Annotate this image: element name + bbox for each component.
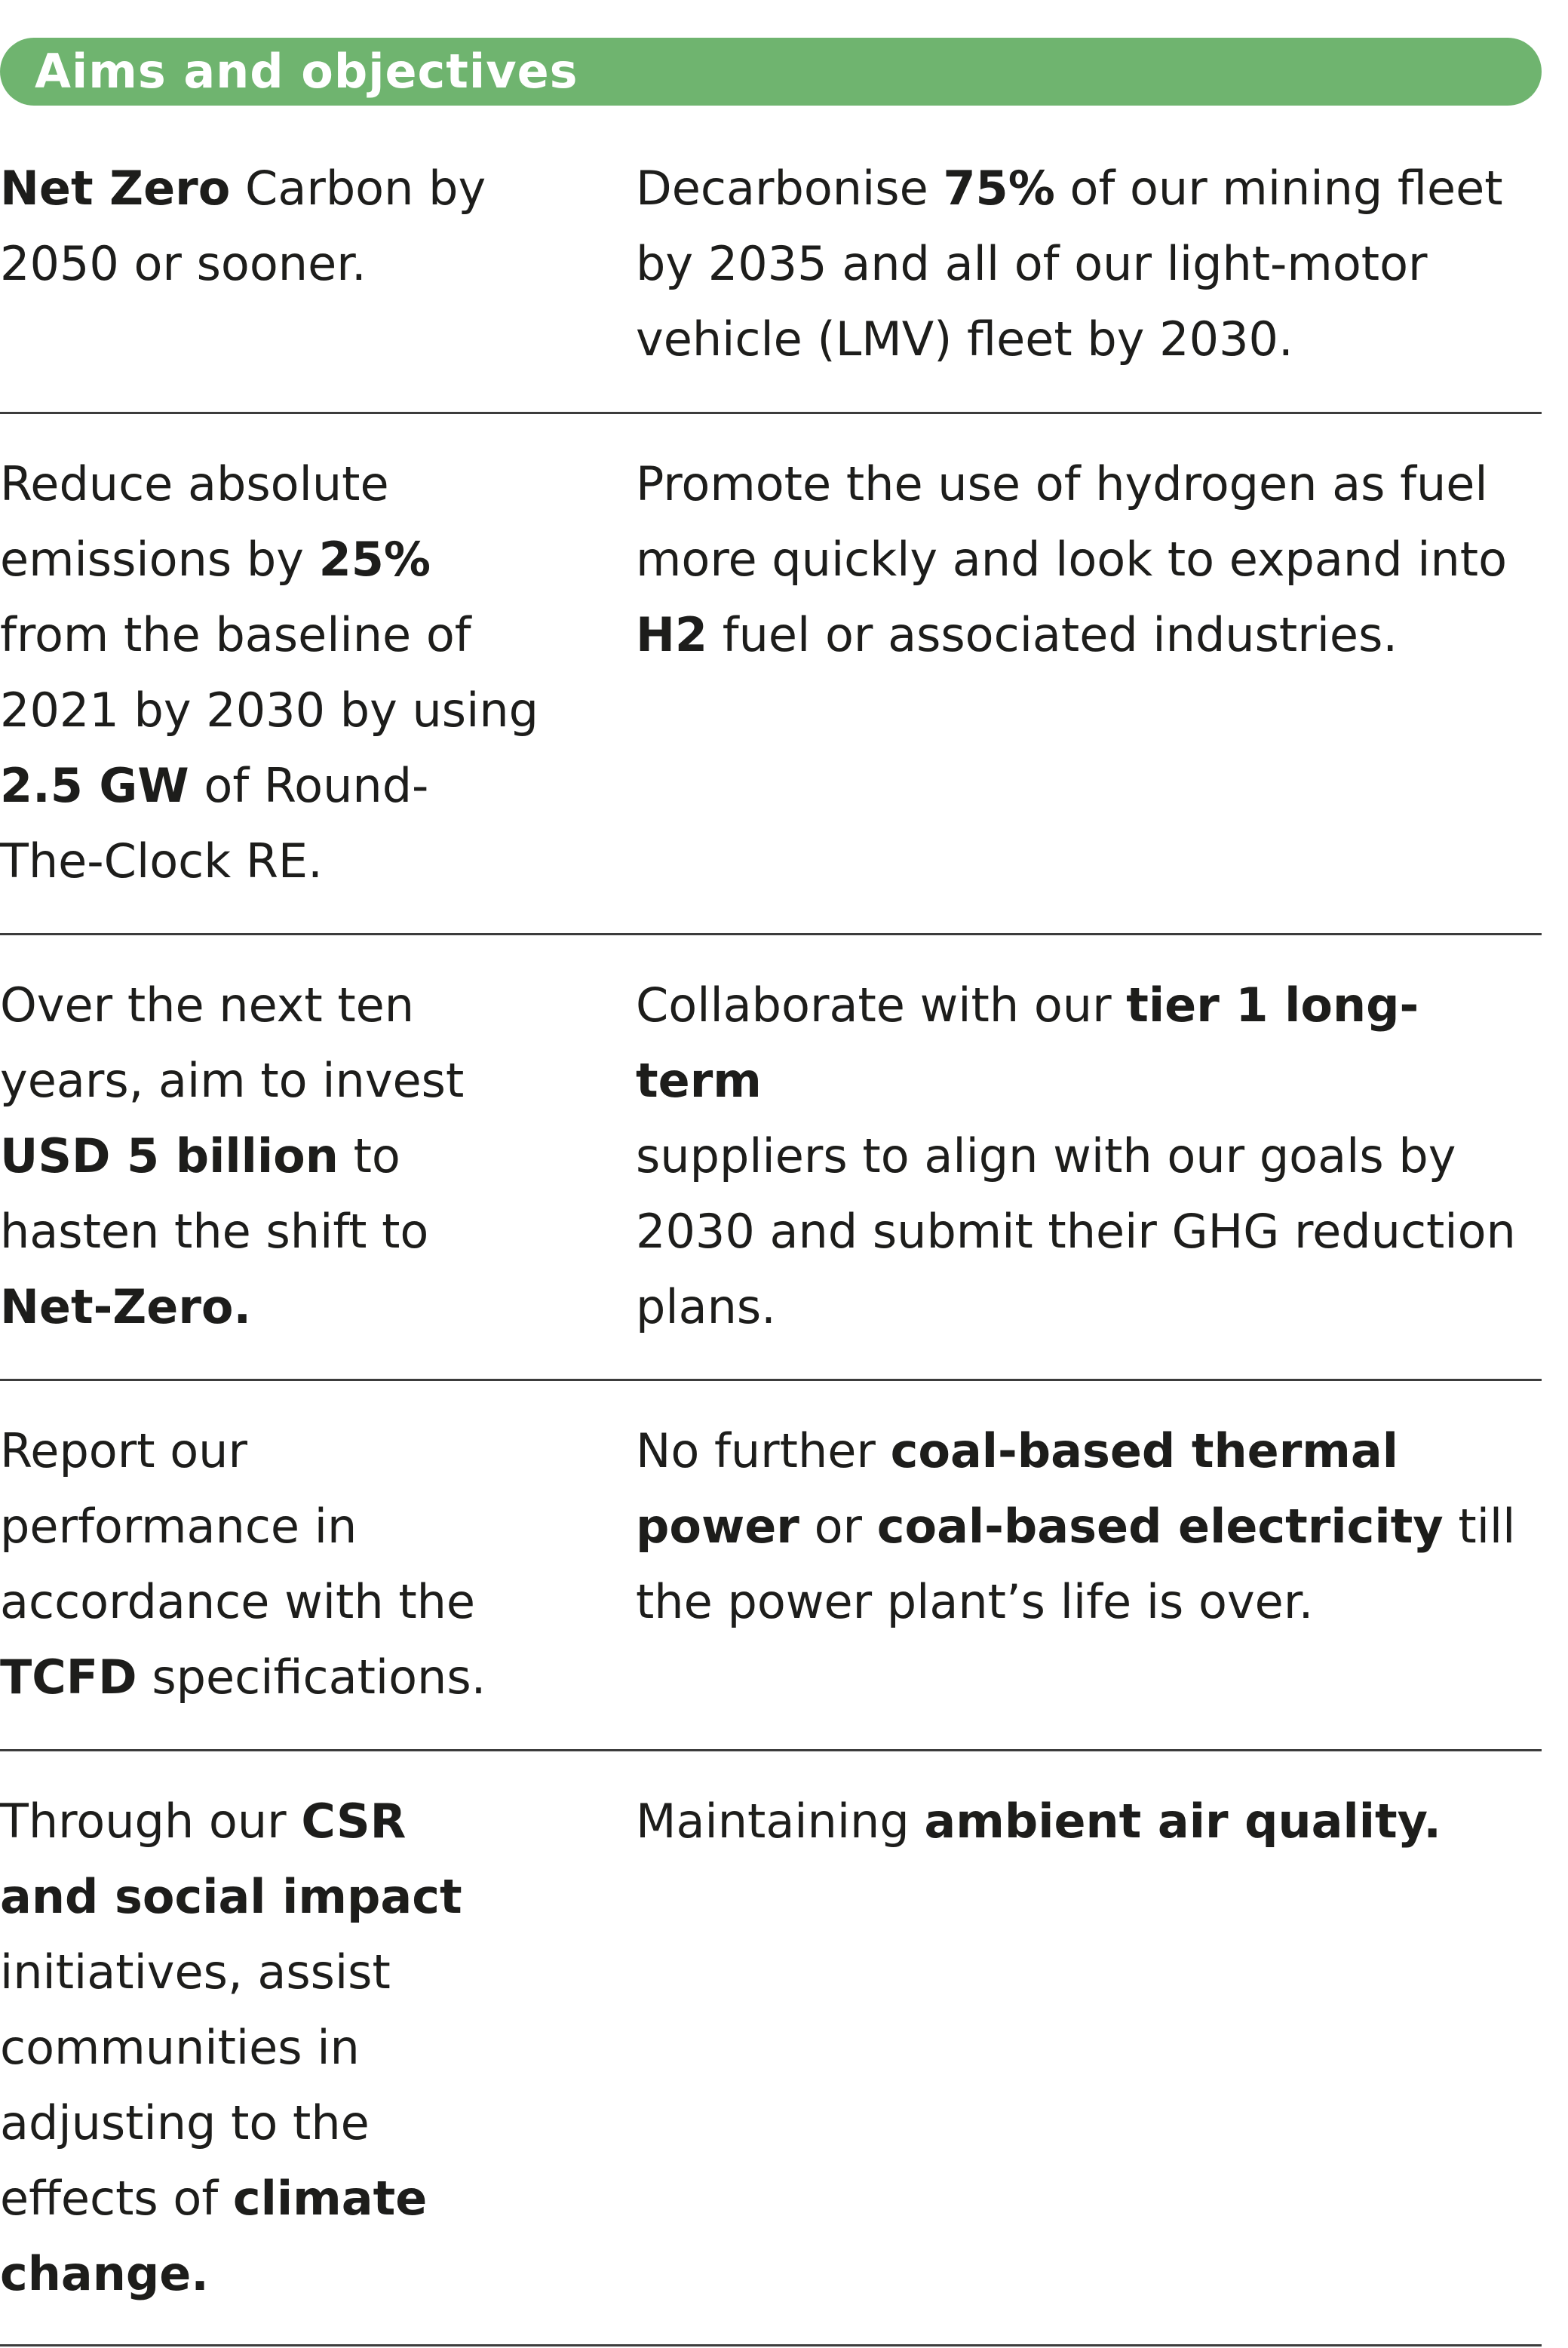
body-text: No further <box>636 1423 891 1478</box>
body-text: Collaborate with our <box>636 978 1127 1033</box>
body-text: to <box>338 1128 400 1183</box>
emphasis-text: H2 <box>636 607 708 662</box>
row-divider <box>0 933 1542 935</box>
emphasis-text: 2.5 GW <box>0 758 189 813</box>
objective-left-text: Over the next ten years, aim to invest USD… <box>0 968 573 1345</box>
emphasis-text: power <box>636 1499 799 1554</box>
body-text: 2050 or sooner. <box>0 236 367 291</box>
body-text: 2030 and submit their GHG reduction <box>636 1204 1516 1259</box>
emphasis-text: change. <box>0 2246 209 2301</box>
objective-left-text: Through our CSR and social impact initiati… <box>0 1784 573 2312</box>
emphasis-text: Net-Zero. <box>0 1279 252 1334</box>
row-divider <box>0 1749 1542 1751</box>
body-text: vehicle (LMV) fleet by 2030. <box>636 312 1293 367</box>
body-text: accordance with the <box>0 1574 476 1629</box>
body-text: Through our <box>0 1794 302 1849</box>
objective-right-text: Maintaining ambient air quality. <box>636 1784 1541 1859</box>
body-text: Over the next ten <box>0 978 415 1033</box>
body-text: more quickly and look to expand into <box>636 532 1508 587</box>
emphasis-text: CSR <box>301 1794 407 1849</box>
body-text: Decarbonise <box>636 161 944 216</box>
row-divider <box>0 412 1542 414</box>
body-text: fuel or associated industries. <box>707 607 1398 662</box>
body-text: adjusting to the <box>0 2095 370 2150</box>
body-text: hasten the shift to <box>0 1204 429 1259</box>
emphasis-text: USD 5 billion <box>0 1128 339 1183</box>
emphasis-text: and social impact <box>0 1869 462 1924</box>
body-text: The-Clock RE. <box>0 833 323 889</box>
body-text: Carbon by <box>230 161 486 216</box>
row-divider <box>0 2344 1542 2346</box>
body-text: years, aim to invest <box>0 1053 465 1108</box>
body-text: performance in <box>0 1499 357 1554</box>
body-text: Report our <box>0 1423 247 1478</box>
objective-left-text: Net Zero Carbon by 2050 or sooner. <box>0 151 573 302</box>
section-title: Aims and objectives <box>35 44 578 99</box>
objective-right-text: Promote the use of hydrogen as fuel more … <box>636 447 1541 673</box>
emphasis-text: 75% <box>943 161 1055 216</box>
objective-right-text: Decarbonise 75% of our mining fleet by 20… <box>636 151 1541 377</box>
body-text: emissions by <box>0 532 319 587</box>
body-text: the power plant’s life is over. <box>636 1574 1314 1629</box>
body-text: initiatives, assist <box>0 1944 391 2000</box>
body-text: of Round- <box>189 758 429 813</box>
emphasis-text: climate <box>232 2171 428 2226</box>
body-text: specifications. <box>137 1650 486 1705</box>
objective-left-text: Report our performance in accordance with … <box>0 1413 573 1715</box>
body-text: by 2035 and all of our light-motor <box>636 236 1428 291</box>
row-divider <box>0 1379 1542 1381</box>
emphasis-text: 25% <box>318 532 431 587</box>
body-text: or <box>799 1499 877 1554</box>
emphasis-text: Net Zero <box>0 161 231 216</box>
objective-right-text: No further coal-based thermal power or co… <box>636 1413 1541 1640</box>
body-text: effects of <box>0 2171 233 2226</box>
body-text: till <box>1443 1499 1516 1554</box>
body-text: of our mining fleet <box>1054 161 1503 216</box>
objective-right-text: Collaborate with our tier 1 long-term sup… <box>636 968 1541 1345</box>
body-text: Reduce absolute <box>0 456 389 511</box>
body-text: plans. <box>636 1279 776 1334</box>
body-text: suppliers to align with our goals by <box>636 1128 1456 1183</box>
section-header-bar: Aims and objectives <box>0 38 1542 106</box>
body-text: Promote the use of hydrogen as fuel <box>636 456 1488 511</box>
body-text: Maintaining <box>636 1794 925 1849</box>
emphasis-text: TCFD <box>0 1650 137 1705</box>
body-text: from the baseline of <box>0 607 471 662</box>
emphasis-text: ambient air quality. <box>924 1794 1441 1849</box>
body-text: communities in <box>0 2020 360 2075</box>
emphasis-text: coal-based thermal <box>890 1423 1398 1478</box>
emphasis-text: coal-based electricity <box>876 1499 1444 1554</box>
emphasis-text: tier 1 long-term <box>636 978 1419 1108</box>
objective-left-text: Reduce absolute emissions by 25% from the … <box>0 447 573 899</box>
body-text: 2021 by 2030 by using <box>0 683 539 738</box>
